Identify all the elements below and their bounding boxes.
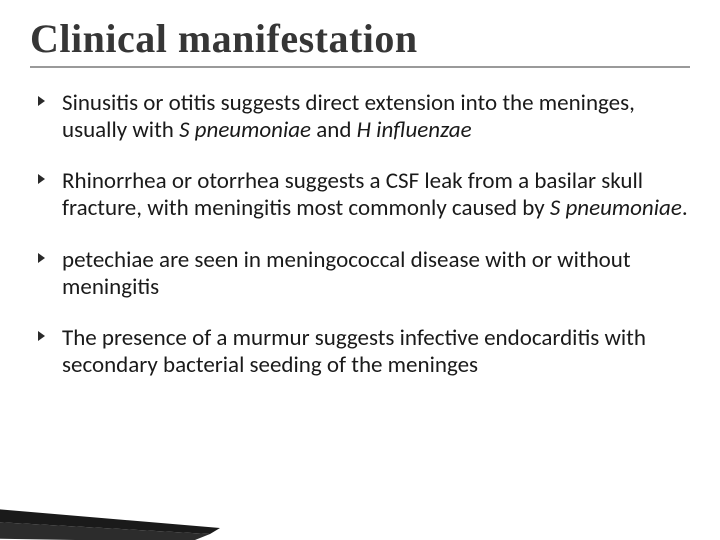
bullet-text: . [682,194,688,222]
bullet-italic: H influenzae [357,116,472,144]
bullet-arrow-icon [38,253,45,263]
bullet-arrow-icon [38,96,45,106]
list-item: Sinusitis or otitis suggests direct exte… [38,90,690,144]
corner-wedge-decoration [0,486,220,540]
bullet-arrow-icon [38,331,45,341]
bullet-italic: S pneumoniae [179,116,311,144]
list-item: petechiae are seen in meningococcal dise… [38,247,690,301]
title-underline [30,66,690,68]
list-item: Rhinorrhea or otorrhea suggests a CSF le… [38,168,690,222]
bullet-text: petechiae are seen in meningococcal dise… [62,246,631,301]
bullet-list: Sinusitis or otitis suggests direct exte… [30,90,690,379]
bullet-text: The presence of a murmur suggests infect… [62,324,646,379]
bullet-text: and [311,116,357,144]
slide-title: Clinical manifestation [30,18,690,60]
bullet-arrow-icon [38,174,45,184]
bullet-italic: S pneumoniae [550,194,682,222]
list-item: The presence of a murmur suggests infect… [38,325,690,379]
